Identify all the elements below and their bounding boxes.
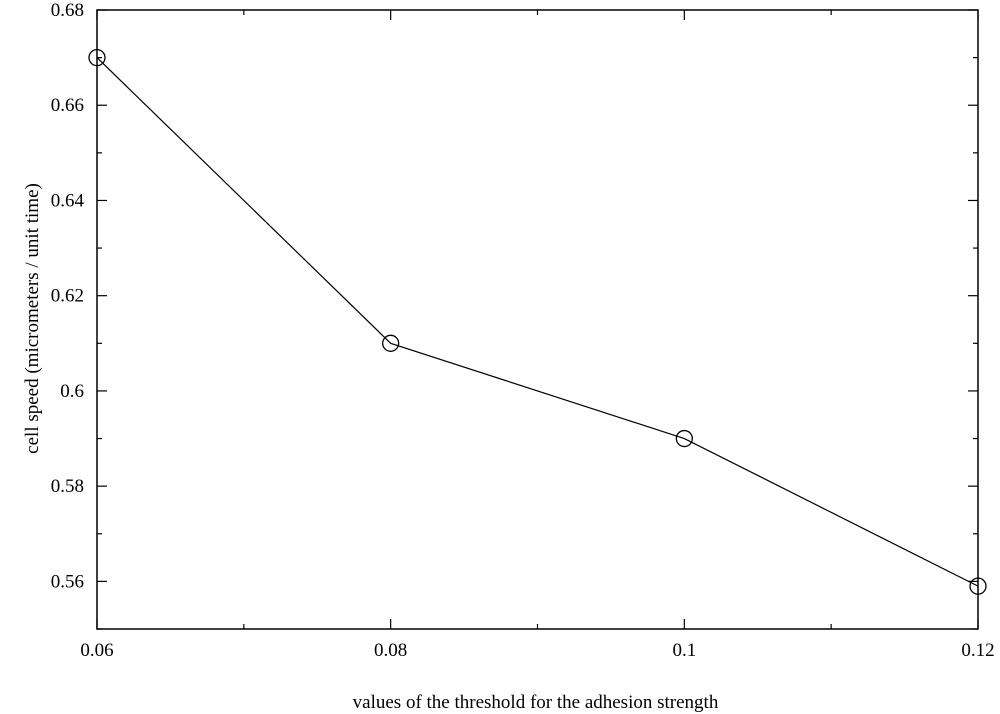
y-tick-label: 0.68 xyxy=(51,0,84,21)
y-tick-label: 0.56 xyxy=(51,571,84,592)
series-layer xyxy=(88,48,987,595)
axis-ticks xyxy=(96,9,979,630)
x-tick-label: 0.08 xyxy=(374,640,407,661)
tick-labels: 0.06 0.08 0.1 0.12 0.56 0.58 0.6 0.62 0.64 0.66 0.… xyxy=(51,0,995,661)
y-axis-label: cell speed (micrometers / unit time) xyxy=(22,183,43,454)
x-axis-label: values of the threshold for the adhesion… xyxy=(353,692,719,713)
y-tick-label: 0.64 xyxy=(51,190,85,211)
x-tick-label: 0.1 xyxy=(672,640,696,661)
plot-frame xyxy=(96,9,979,630)
data-point-marker xyxy=(675,429,693,448)
series-line xyxy=(96,57,979,587)
x-tick-label: 0.12 xyxy=(961,640,994,661)
y-tick-label: 0.62 xyxy=(51,286,84,307)
x-tick-label: 0.06 xyxy=(80,640,113,661)
y-tick-label: 0.58 xyxy=(51,476,84,497)
y-tick-label: 0.6 xyxy=(60,381,84,402)
y-tick-label: 0.66 xyxy=(51,95,84,116)
data-point-marker xyxy=(382,334,400,352)
